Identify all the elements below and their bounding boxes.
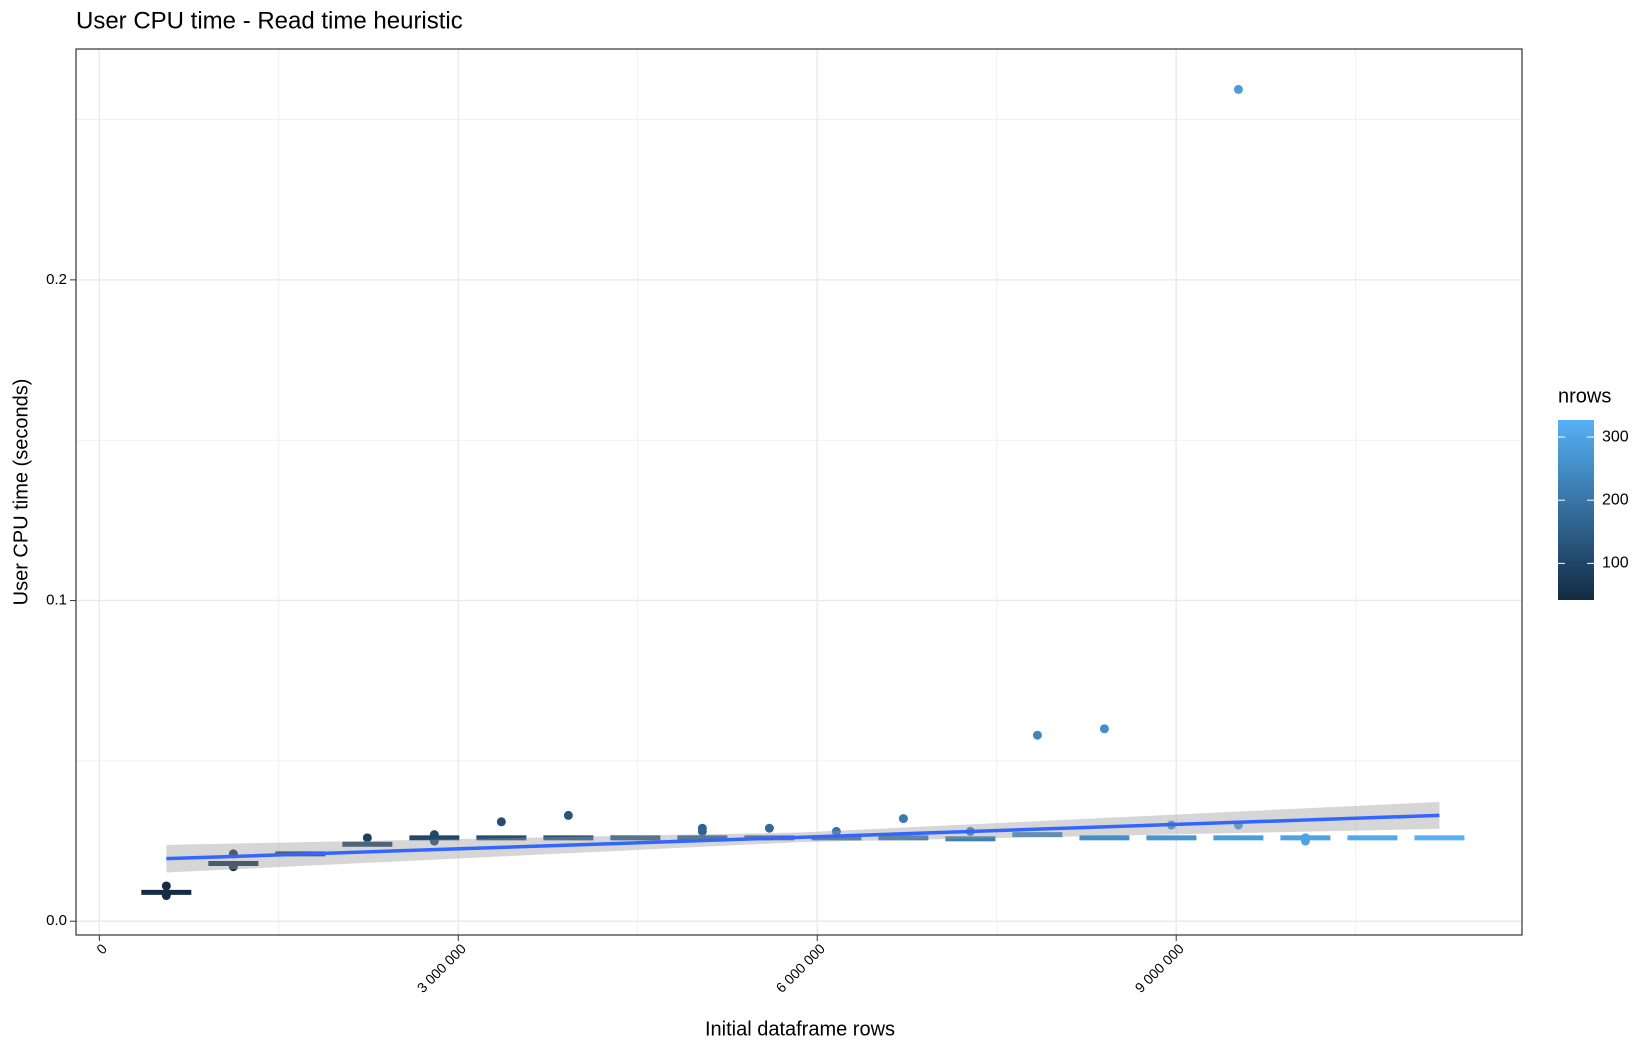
legend-tick-label: 100 — [1602, 555, 1629, 572]
box — [1079, 835, 1130, 841]
chart-title: User CPU time - Read time heuristic — [76, 7, 463, 34]
outlier-point — [1300, 836, 1310, 846]
outlier-point — [228, 862, 238, 872]
outlier-point — [1099, 724, 1109, 734]
box — [1213, 835, 1264, 841]
legend-title: nrows — [1558, 385, 1611, 407]
box — [543, 835, 594, 841]
outlier-point — [898, 814, 908, 824]
box — [610, 835, 661, 841]
box — [677, 835, 728, 841]
box — [1414, 835, 1465, 841]
x-tick-label: 9 000 000 — [1132, 940, 1188, 996]
legend-tick-label: 300 — [1602, 428, 1629, 445]
box — [1347, 835, 1398, 841]
x-tick-label: 3 000 000 — [414, 940, 470, 996]
outlier-point — [1233, 84, 1243, 94]
outlier-point — [161, 881, 171, 891]
outlier-point — [362, 833, 372, 843]
outlier-point — [429, 836, 439, 846]
box — [811, 835, 862, 841]
outlier-point — [161, 891, 171, 901]
box — [945, 836, 996, 842]
box — [476, 835, 527, 841]
y-tick-label: 0.2 — [46, 271, 67, 288]
plot-border — [75, 48, 1523, 936]
outlier-point — [429, 830, 439, 840]
outlier-point — [697, 826, 707, 836]
legend-colorbar — [1558, 420, 1594, 600]
plot-panel — [76, 49, 1522, 935]
box — [878, 835, 929, 841]
y-axis-title: User CPU time (seconds) — [10, 379, 32, 606]
outlier-point — [1032, 730, 1042, 740]
x-tick-label: 6 000 000 — [773, 940, 829, 996]
outlier-point — [496, 817, 506, 827]
legend-tick-label: 200 — [1602, 491, 1629, 508]
y-tick-label: 0.0 — [46, 912, 67, 929]
outlier-point — [563, 810, 573, 820]
x-axis-title: Initial dataframe rows — [705, 1018, 895, 1040]
outlier-point — [764, 823, 774, 833]
y-tick-label: 0.1 — [46, 592, 67, 609]
box — [342, 841, 393, 847]
outlier-point — [831, 826, 841, 836]
fit-line — [166, 813, 1440, 861]
box — [1012, 832, 1063, 838]
x-tick-label: 0 — [93, 940, 110, 957]
box — [1146, 835, 1197, 841]
